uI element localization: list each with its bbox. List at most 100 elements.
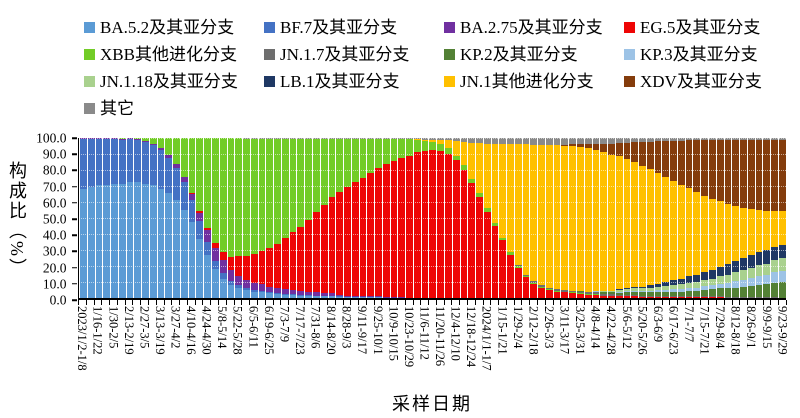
bar-segment <box>281 294 289 295</box>
x-tick-label: 8/28-9/3 <box>339 306 354 349</box>
bar-segment <box>530 283 538 298</box>
y-tick-label: 90.0 <box>42 146 67 162</box>
bar-segment <box>235 288 243 298</box>
bar-segment <box>662 282 670 287</box>
bar-segment <box>297 226 305 291</box>
bar-segment <box>545 287 553 290</box>
bar-segment <box>592 144 600 151</box>
bar-segment <box>584 291 592 293</box>
bar-segment <box>631 294 639 297</box>
x-tick <box>303 300 305 305</box>
bar-segment <box>157 147 165 151</box>
x-tick-label: 2/12-2/18 <box>526 306 541 355</box>
bar-segment <box>289 232 297 291</box>
bar-segment <box>188 222 196 298</box>
bar-segment <box>188 138 196 193</box>
bar-segment <box>600 292 608 295</box>
legend-item: JN.1.7及其亚分支 <box>264 43 444 65</box>
x-tick <box>132 300 134 305</box>
bars <box>79 138 786 298</box>
x-axis-ticks <box>78 300 787 305</box>
bar-segment <box>615 291 623 294</box>
bar-segment <box>545 145 553 288</box>
bar-segment <box>274 294 281 298</box>
bar-segment <box>561 138 569 146</box>
bar-segment <box>507 144 514 253</box>
x-tick <box>295 300 297 305</box>
bar-segment <box>421 141 429 151</box>
bar <box>491 138 499 298</box>
x-tick <box>653 300 655 305</box>
bar-segment <box>615 156 623 290</box>
bar-segment <box>623 296 631 298</box>
y-tick-label: 10.0 <box>42 276 67 292</box>
bar-segment <box>545 138 553 146</box>
bar <box>724 138 732 298</box>
bar-segment <box>460 170 468 298</box>
bar <box>180 138 188 298</box>
legend-item: XDV及其亚分支 <box>624 70 800 92</box>
x-tick-label: 3/27-4/2 <box>168 306 183 349</box>
bar-segment <box>281 289 289 295</box>
bar-segment <box>266 293 274 298</box>
bar-segment <box>677 297 685 298</box>
legend-swatch-icon <box>624 48 635 60</box>
bar-segment <box>639 297 646 298</box>
bar-segment <box>328 293 336 296</box>
bar-segment <box>646 297 654 298</box>
x-tick <box>264 300 266 305</box>
x-tick-label: 5/6-5/12 <box>619 306 634 349</box>
bar-segment <box>577 138 584 145</box>
bar-segment <box>615 296 623 298</box>
bar-segment <box>584 138 592 145</box>
bar <box>429 138 437 298</box>
bar-segment <box>716 138 724 141</box>
bar-segment <box>538 287 545 298</box>
bar-segment <box>732 281 740 288</box>
bar-segment <box>747 254 755 268</box>
bar-segment <box>507 254 514 298</box>
bar <box>243 138 250 298</box>
x-tick <box>474 300 476 305</box>
bar-segment <box>320 205 328 294</box>
bar-segment <box>452 160 460 298</box>
bar-segment <box>755 210 763 253</box>
bar-segment <box>716 297 724 298</box>
bar-segment <box>763 297 771 298</box>
x-tick-label: 9/23-9/29 <box>775 306 790 355</box>
x-tick <box>614 300 616 305</box>
x-tick <box>498 300 500 305</box>
x-tick-label: 8/12-8/18 <box>728 306 743 355</box>
bar <box>227 138 235 298</box>
bar-segment <box>289 294 297 298</box>
bar-segment <box>328 296 336 298</box>
bar <box>305 138 312 298</box>
y-tick <box>71 283 77 285</box>
bar-segment <box>646 292 654 296</box>
bar <box>406 138 413 298</box>
x-tick <box>124 300 126 305</box>
bar-segment <box>685 297 693 298</box>
x-tick <box>552 300 554 305</box>
bar-segment <box>569 292 576 294</box>
bar <box>732 138 740 298</box>
bar <box>212 138 219 298</box>
bar-segment <box>250 138 258 255</box>
bar-segment <box>600 143 608 152</box>
legend-label: XBB其他进化分支 <box>100 44 237 64</box>
bar-segment <box>724 297 732 298</box>
bar-segment <box>732 138 740 141</box>
x-tick <box>754 300 756 305</box>
bar-segment <box>336 192 344 295</box>
x-tick <box>622 300 624 305</box>
x-tick <box>148 300 150 305</box>
legend-label: BA.5.2及其亚分支 <box>100 17 235 37</box>
bar-segment <box>243 255 250 280</box>
bar-segment <box>685 296 693 298</box>
y-tick-label: 0.0 <box>49 292 67 308</box>
bar-segment <box>608 143 615 155</box>
bar-segment <box>95 138 103 186</box>
legend-swatch-icon <box>264 48 275 60</box>
y-tick <box>71 202 77 204</box>
bar-segment <box>367 296 375 298</box>
